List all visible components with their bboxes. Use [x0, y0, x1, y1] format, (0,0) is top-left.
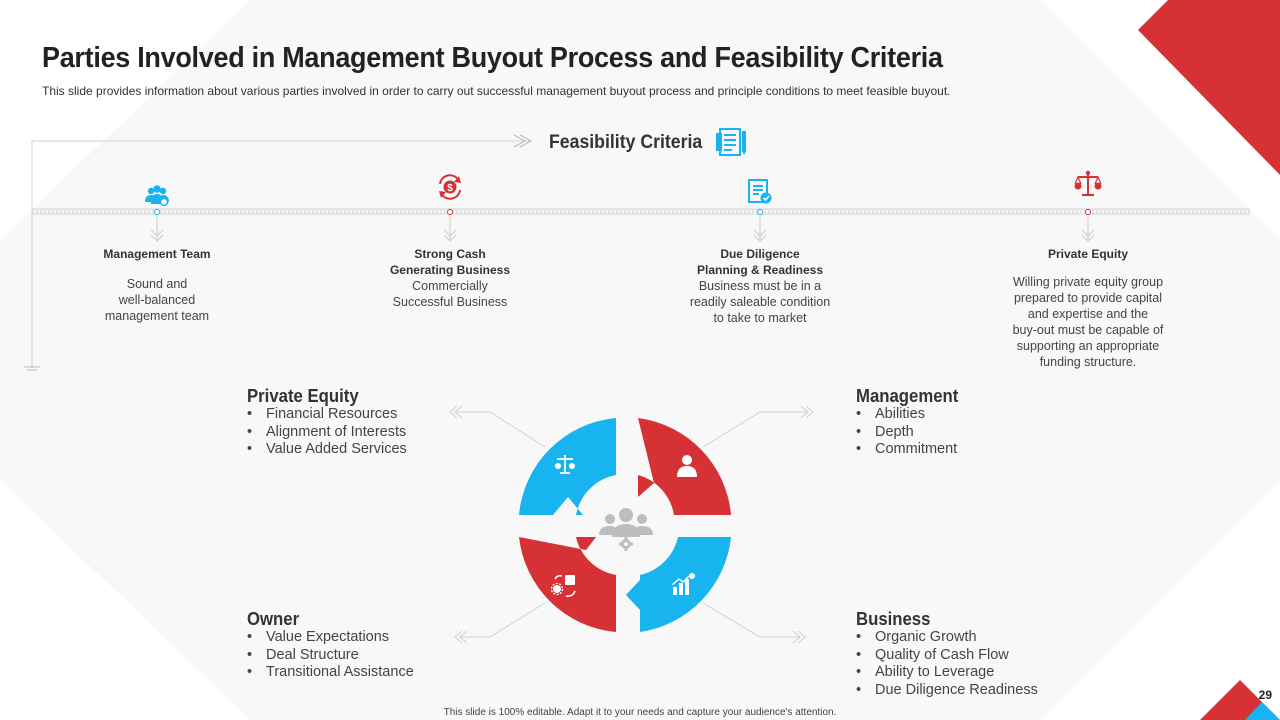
corner-decoration-bottom-right [1200, 680, 1280, 720]
party-private-equity: Private Equity Financial Resources Align… [247, 386, 407, 459]
criteria-private-equity: Private Equity Willing private equity gr… [988, 246, 1188, 370]
criteria-label: Private Equity [1047, 247, 1129, 261]
party-management: Management Abilities Depth Commitment [856, 386, 966, 459]
parties-wheel [519, 418, 731, 632]
corner-decoration-top-right [1138, 0, 1280, 175]
party-item: Financial Resources [247, 406, 407, 424]
party-item: Due Diligence Readiness [856, 682, 1038, 700]
party-item: Deal Structure [247, 647, 414, 665]
criteria-description: Business must be in a readily saleable c… [689, 279, 831, 325]
criteria-description: Commercially Successful Business [392, 279, 508, 309]
criteria-description: Sound and well-balanced management team [104, 277, 210, 323]
party-item: Value Expectations [247, 629, 414, 647]
party-title: Business [856, 609, 931, 629]
team-icon [145, 185, 169, 207]
party-item: Quality of Cash Flow [856, 647, 1038, 665]
party-item: Value Added Services [247, 441, 407, 459]
party-owner: Owner Value Expectations Deal Structure … [247, 609, 414, 682]
svg-text:$: $ [447, 183, 453, 194]
page-subtitle: This slide provides information about va… [42, 84, 951, 98]
wheel-segment-business [626, 537, 731, 632]
balance-scale-icon [555, 455, 575, 474]
criteria-strong-cash: Strong Cash Generating Business Commerci… [360, 246, 540, 310]
party-item: Ability to Leverage [856, 664, 1038, 682]
footer-note: This slide is 100% editable. Adapt it to… [443, 707, 837, 718]
wheel-segment-private-equity [519, 418, 616, 515]
criteria-management-team: Management Team Sound and well-balanced … [77, 246, 237, 324]
document-list-icon [716, 128, 746, 156]
party-item: Alignment of Interests [247, 424, 407, 442]
checklist-icon [748, 179, 772, 204]
criteria-due-diligence: Due Diligence Planning & Readiness Busin… [670, 246, 850, 326]
page-title: Parties Involved in Management Buyout Pr… [42, 42, 943, 74]
criteria-description: Willing private equity group prepared to… [1012, 275, 1164, 369]
balance-scale-icon [1074, 170, 1102, 196]
party-item: Abilities [856, 406, 966, 424]
party-item: Commitment [856, 441, 966, 459]
party-title: Owner [247, 609, 300, 629]
criteria-label: Due Diligence Planning & Readiness [696, 247, 824, 277]
party-item: Transitional Assistance [247, 664, 414, 682]
party-business: Business Organic Growth Quality of Cash … [856, 609, 1038, 699]
party-title: Management [856, 386, 959, 406]
dollar-cycle-icon: $ [439, 174, 461, 200]
owner-exchange-icon [550, 575, 576, 597]
criteria-label: Management Team [103, 247, 211, 261]
feasibility-heading: Feasibility Criteria [549, 132, 703, 153]
party-item: Depth [856, 424, 966, 442]
group-gear-icon [599, 508, 653, 551]
page-number: 29 [1258, 688, 1272, 702]
party-item: Organic Growth [856, 629, 1038, 647]
party-title: Private Equity [247, 386, 359, 406]
criteria-label: Strong Cash Generating Business [389, 247, 511, 277]
growth-chart-icon [671, 573, 695, 595]
person-icon [677, 455, 697, 477]
